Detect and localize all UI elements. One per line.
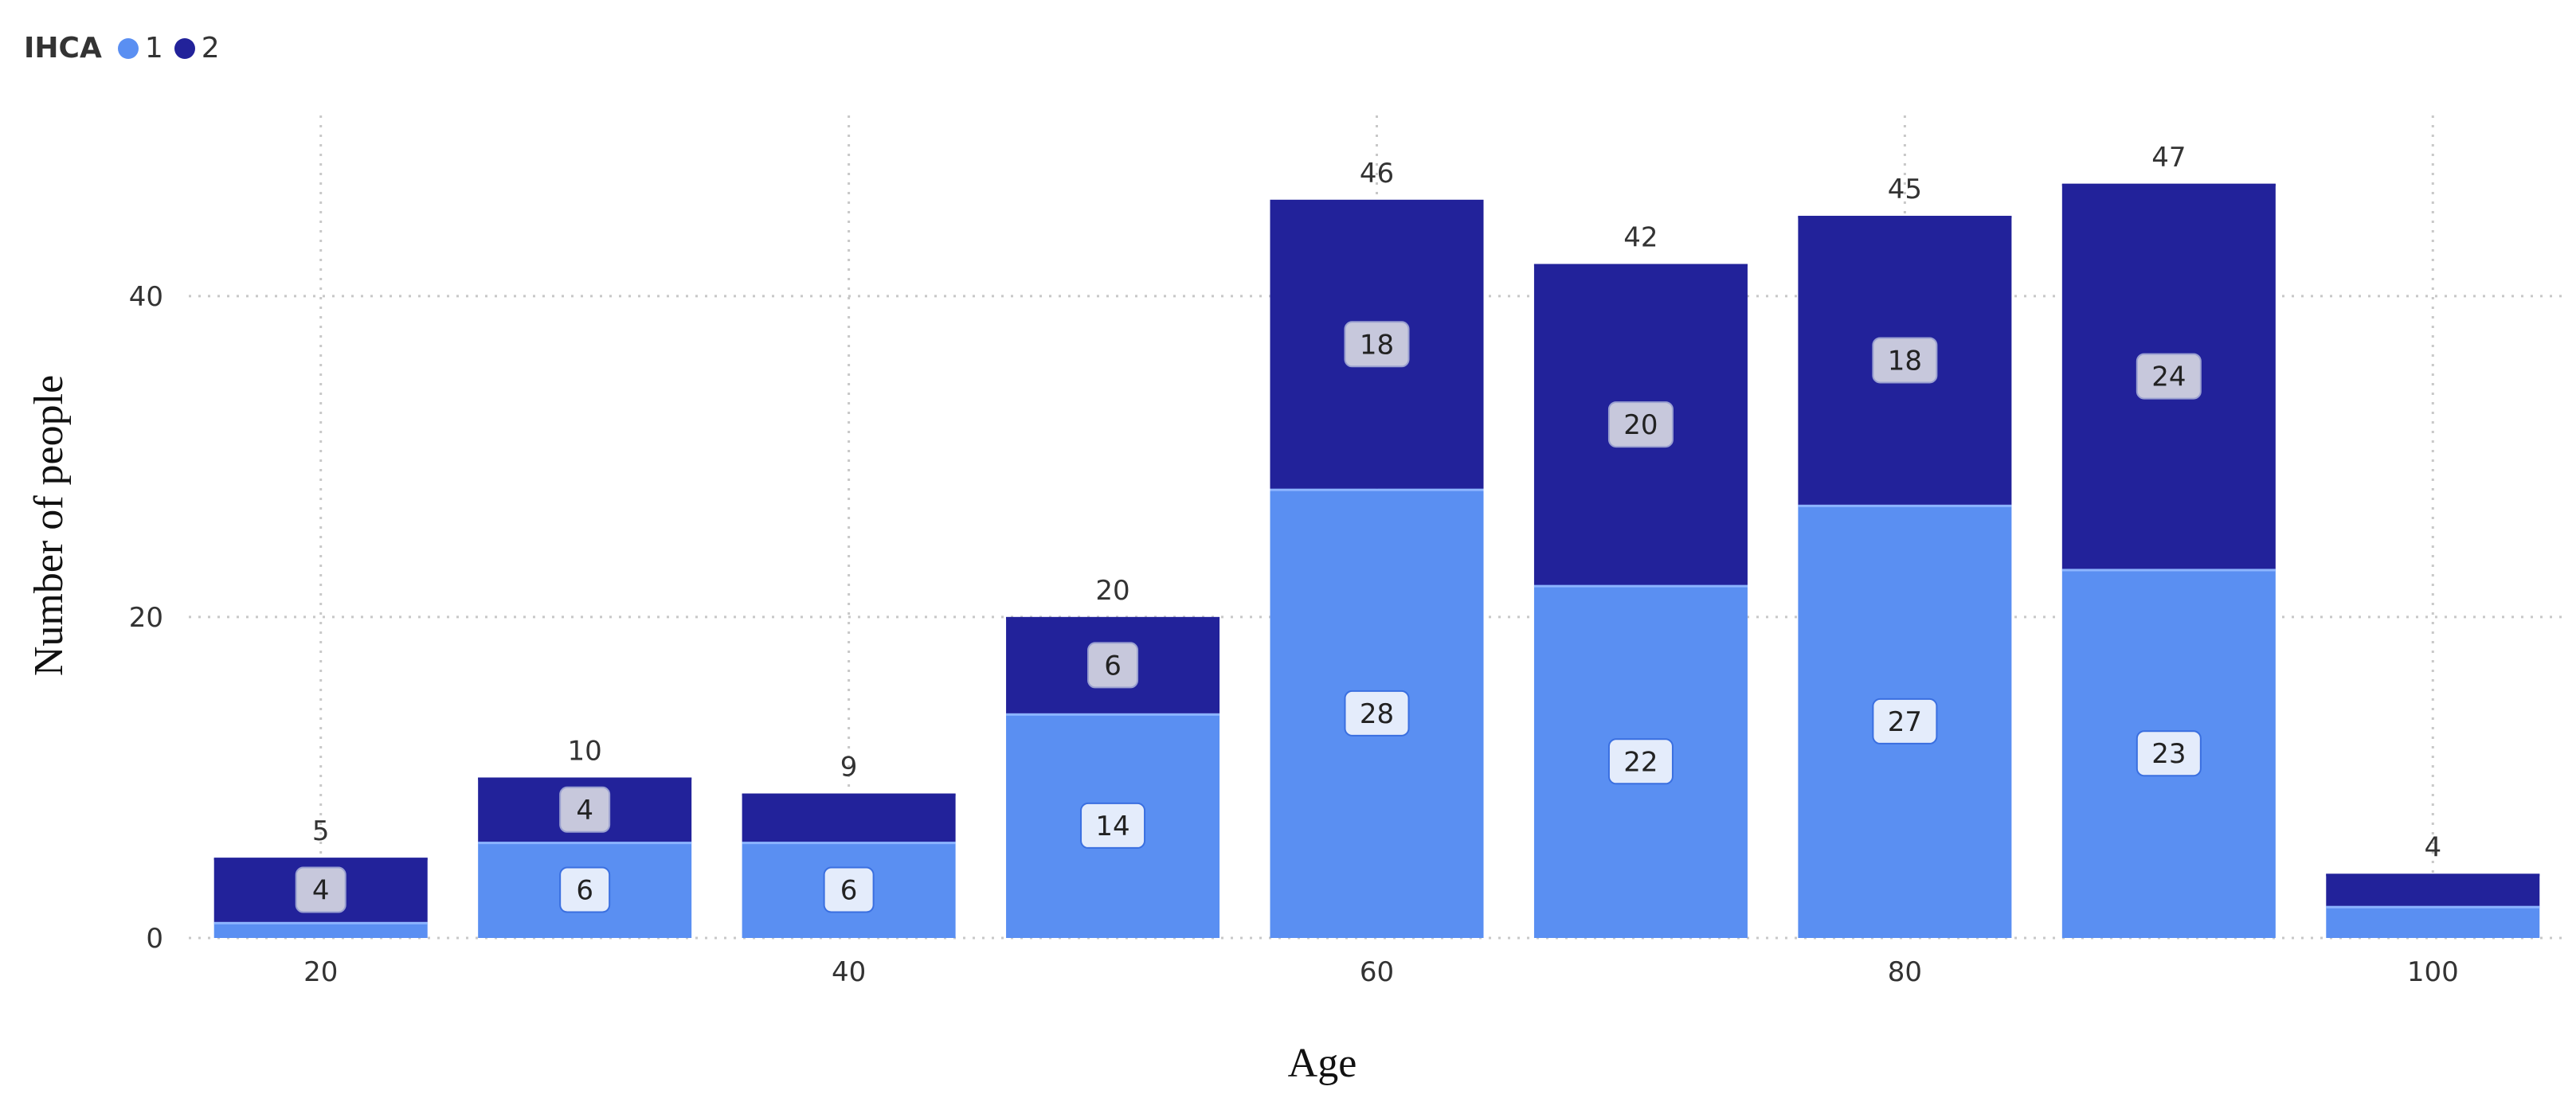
data-label: 6 bbox=[840, 875, 858, 907]
total-label: 5 bbox=[312, 815, 330, 847]
data-label-box bbox=[2136, 353, 2202, 400]
data-label-box bbox=[823, 866, 875, 913]
data-label-box bbox=[559, 866, 611, 913]
data-label: 20 bbox=[1623, 409, 1658, 441]
data-label: 4 bbox=[576, 795, 593, 826]
total-label: 46 bbox=[1360, 158, 1394, 190]
total-label: 47 bbox=[2151, 142, 2186, 174]
data-label: 28 bbox=[1360, 698, 1394, 730]
x-axis-title: Age bbox=[1288, 1041, 1357, 1086]
x-tick-label: 20 bbox=[303, 956, 338, 988]
data-label: 22 bbox=[1623, 746, 1658, 778]
data-label: 14 bbox=[1095, 811, 1129, 842]
legend-dot-1-icon bbox=[117, 37, 139, 59]
legend-item-1[interactable]: 1 bbox=[117, 32, 163, 64]
total-label: 42 bbox=[1623, 222, 1658, 254]
x-tick-label: 60 bbox=[1360, 956, 1394, 988]
x-tick-label: 100 bbox=[2407, 956, 2459, 988]
y-tick-label: 20 bbox=[129, 602, 163, 634]
y-tick-label: 0 bbox=[146, 923, 163, 955]
data-label-box bbox=[2136, 730, 2202, 777]
data-label-box bbox=[1872, 337, 1938, 384]
data-label-box bbox=[1344, 690, 1410, 737]
bar-segment-series-2 bbox=[742, 793, 956, 842]
data-label-box bbox=[1872, 698, 1938, 744]
legend: IHCA 1 2 bbox=[24, 32, 220, 64]
data-label: 6 bbox=[1104, 650, 1122, 682]
data-label-box bbox=[1087, 642, 1139, 689]
data-label-box bbox=[1607, 738, 1674, 785]
total-label: 4 bbox=[2424, 831, 2441, 863]
data-label-box bbox=[1080, 802, 1146, 849]
total-label: 9 bbox=[840, 752, 858, 784]
total-label: 45 bbox=[1888, 174, 1922, 205]
data-label: 27 bbox=[1888, 706, 1922, 738]
data-label-box bbox=[1344, 321, 1410, 368]
bar-segment-series-2 bbox=[2326, 873, 2540, 906]
data-label: 6 bbox=[576, 875, 593, 907]
data-label-box bbox=[1607, 401, 1674, 448]
bar-segment-series-1 bbox=[213, 921, 428, 938]
legend-title: IHCA bbox=[24, 32, 102, 64]
x-tick-label: 80 bbox=[1888, 956, 1922, 988]
data-label-box bbox=[559, 786, 611, 833]
y-axis-title: Number of people bbox=[26, 375, 72, 676]
total-label: 10 bbox=[568, 735, 602, 767]
data-label-box bbox=[295, 866, 346, 913]
y-tick-label: 40 bbox=[129, 281, 163, 313]
data-label: 18 bbox=[1360, 329, 1394, 361]
data-label: 23 bbox=[2151, 738, 2186, 770]
legend-item-2[interactable]: 2 bbox=[174, 32, 220, 64]
data-label: 18 bbox=[1888, 345, 1922, 377]
data-label: 24 bbox=[2151, 361, 2186, 393]
bar-segment-series-1 bbox=[2326, 905, 2540, 938]
legend-dot-2-icon bbox=[174, 37, 195, 59]
total-label: 20 bbox=[1095, 575, 1129, 607]
x-tick-label: 40 bbox=[832, 956, 866, 988]
data-label: 4 bbox=[312, 875, 330, 907]
legend-label-2: 2 bbox=[201, 32, 220, 64]
legend-label-1: 1 bbox=[144, 32, 163, 64]
